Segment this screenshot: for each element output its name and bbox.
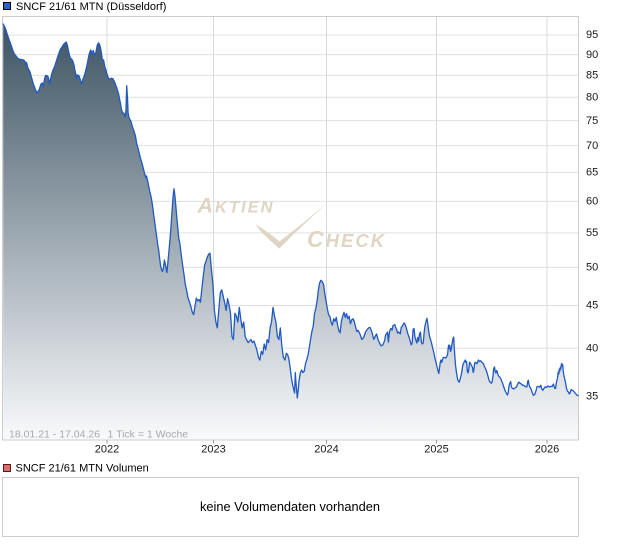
svg-text:55: 55 — [586, 227, 598, 239]
svg-text:65: 65 — [586, 167, 598, 179]
svg-text:85: 85 — [586, 70, 598, 82]
svg-text:2023: 2023 — [201, 444, 225, 456]
svg-text:95: 95 — [586, 29, 598, 41]
svg-text:70: 70 — [586, 140, 598, 152]
svg-text:keine Volumendaten vorhanden: keine Volumendaten vorhanden — [200, 499, 380, 514]
svg-text:60: 60 — [586, 196, 598, 208]
svg-text:90: 90 — [586, 49, 598, 61]
svg-text:1 Tick = 1 Woche: 1 Tick = 1 Woche — [108, 429, 189, 441]
svg-text:SNCF 21/61 MTN Volumen: SNCF 21/61 MTN Volumen — [16, 463, 149, 475]
svg-text:35: 35 — [586, 391, 598, 403]
svg-text:75: 75 — [586, 115, 598, 127]
svg-text:2026: 2026 — [535, 444, 559, 456]
svg-text:80: 80 — [586, 91, 598, 103]
svg-text:2024: 2024 — [314, 444, 338, 456]
svg-text:2022: 2022 — [95, 444, 119, 456]
svg-text:2025: 2025 — [424, 444, 448, 456]
svg-text:18.01.21 - 17.04.26: 18.01.21 - 17.04.26 — [9, 429, 100, 441]
svg-text:SNCF 21/61 MTN (Düsseldorf): SNCF 21/61 MTN (Düsseldorf) — [16, 1, 166, 13]
svg-text:40: 40 — [586, 342, 598, 354]
svg-text:45: 45 — [586, 300, 598, 312]
svg-text:50: 50 — [586, 262, 598, 274]
svg-text:CHECK: CHECK — [307, 226, 386, 252]
